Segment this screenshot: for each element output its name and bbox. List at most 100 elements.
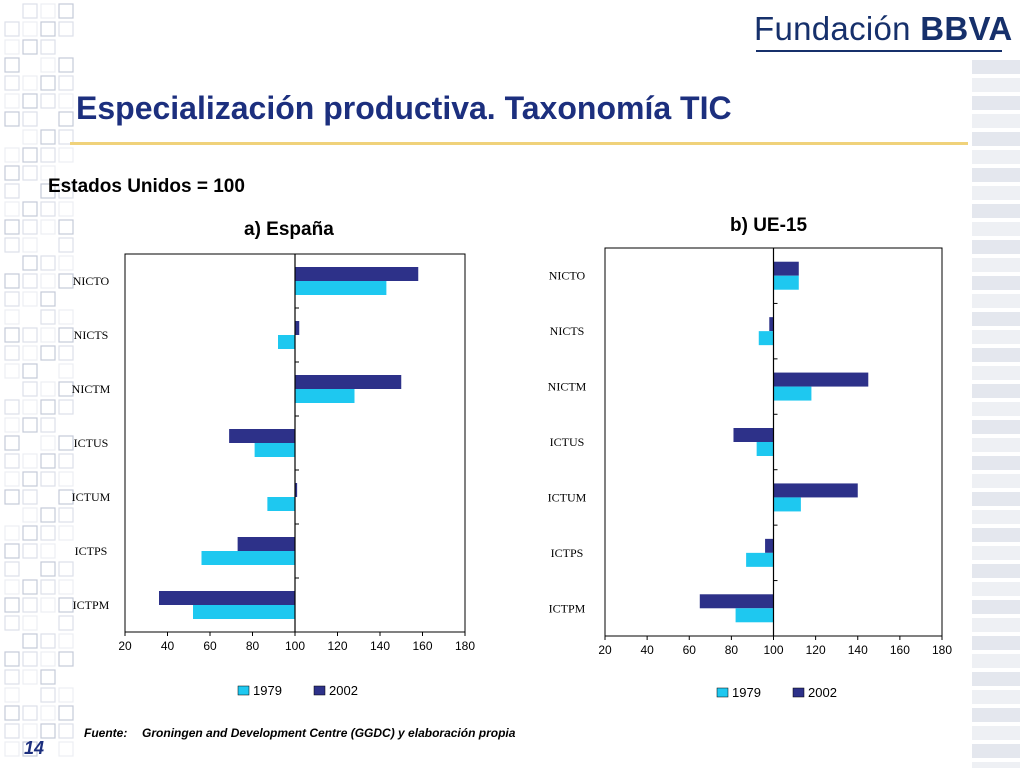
decor-square (58, 633, 74, 649)
decor-strip (972, 564, 1020, 578)
category-label: ICTPS (551, 546, 584, 560)
decor-strip (972, 618, 1020, 632)
bar-nictm-2002 (773, 372, 869, 387)
decor-square (40, 255, 56, 271)
source-footnote: Fuente: Groningen and Development Centre… (84, 726, 515, 740)
decor-square (58, 363, 74, 379)
chart-ue15: NICTO NICTS NICTM ICTUS ICTUM ICTPS ICTPM 20 40 6… (548, 247, 952, 700)
decor-square (58, 237, 74, 253)
footnote-text: Groningen and Development Centre (GGDC) … (142, 726, 516, 740)
decor-strip (972, 294, 1020, 308)
decor-square (58, 507, 74, 523)
decor-square (58, 3, 74, 19)
decor-strip (972, 78, 1020, 92)
decor-square (22, 723, 38, 739)
category-label: ICTUS (74, 436, 109, 450)
decor-square (40, 435, 56, 451)
decor-strip (972, 726, 1020, 740)
logo-underline (756, 50, 1002, 52)
decor-square (22, 165, 38, 181)
decor-strip (972, 222, 1020, 236)
decor-square (22, 3, 38, 19)
bar-ictum-1979 (773, 497, 801, 512)
legend-swatch-2002 (313, 685, 326, 696)
decor-square (40, 273, 56, 289)
decor-square (22, 633, 38, 649)
decor-square (40, 561, 56, 577)
decor-square (58, 327, 74, 343)
bar-ictpm-2002 (699, 594, 774, 609)
x-tick-label: 20 (598, 643, 612, 657)
decor-square (40, 165, 56, 181)
decor-square (22, 93, 38, 109)
category-label: ICTPS (75, 544, 108, 558)
decor-square (22, 669, 38, 685)
decor-strip (972, 240, 1020, 254)
decor-strip (972, 708, 1020, 722)
decor-square (4, 345, 20, 361)
decor-square (4, 21, 20, 37)
decor-square (4, 219, 20, 235)
decor-square (4, 273, 20, 289)
decor-square (4, 327, 20, 343)
bar-nicto-2002 (295, 267, 419, 281)
decor-square (4, 237, 20, 253)
decor-strip (972, 150, 1020, 164)
decor-square (58, 219, 74, 235)
decor-square (40, 633, 56, 649)
decor-square (4, 291, 20, 307)
bar-ictps-2002 (237, 537, 295, 551)
decor-square (58, 471, 74, 487)
decor-square (40, 651, 56, 667)
bar-ictus-2002 (229, 429, 295, 443)
decor-square (22, 399, 38, 415)
decor-square (22, 75, 38, 91)
decor-square (58, 687, 74, 703)
bar-ictpm-1979 (735, 608, 774, 623)
decor-square (58, 399, 74, 415)
decor-square (58, 129, 74, 145)
decor-strip (972, 474, 1020, 488)
x-tick-label: 80 (725, 643, 739, 657)
decor-square (40, 705, 56, 721)
decor-square (58, 75, 74, 91)
decor-square (4, 615, 20, 631)
decor-square (4, 399, 20, 415)
decor-square (58, 273, 74, 289)
decor-square (22, 453, 38, 469)
legend-label-1979: 1979 (253, 683, 282, 698)
category-label: NICTO (549, 269, 586, 283)
x-tick-label: 40 (640, 643, 654, 657)
x-tick-label: 140 (848, 643, 868, 657)
decor-square (22, 597, 38, 613)
bar-ictum-2002 (295, 483, 298, 497)
x-tick-label: 40 (161, 639, 175, 653)
decor-square (40, 345, 56, 361)
decor-strip (972, 204, 1020, 218)
chart-espana: NICTO NICTS NICTM ICTUS ICTUM ICTPS ICTPM 20 40 6… (72, 253, 475, 698)
decor-square (40, 327, 56, 343)
decor-square (40, 525, 56, 541)
decor-strip (972, 510, 1020, 524)
decor-square (40, 129, 56, 145)
decor-square (40, 93, 56, 109)
decor-square (22, 147, 38, 163)
decor-strip (972, 672, 1020, 686)
bar-ictps-1979 (201, 551, 295, 565)
decor-square (58, 453, 74, 469)
decor-strip (972, 456, 1020, 470)
decor-square (58, 435, 74, 451)
category-label: NICTM (548, 380, 587, 394)
decor-square (40, 597, 56, 613)
x-tick-label: 120 (327, 639, 347, 653)
category-label: ICTPM (73, 598, 110, 612)
decor-square (4, 561, 20, 577)
decor-square (22, 507, 38, 523)
decor-square (4, 111, 20, 127)
decor-square (4, 435, 20, 451)
decor-strip (972, 96, 1020, 110)
decor-square (40, 39, 56, 55)
decor-square (4, 183, 20, 199)
decor-square (40, 417, 56, 433)
